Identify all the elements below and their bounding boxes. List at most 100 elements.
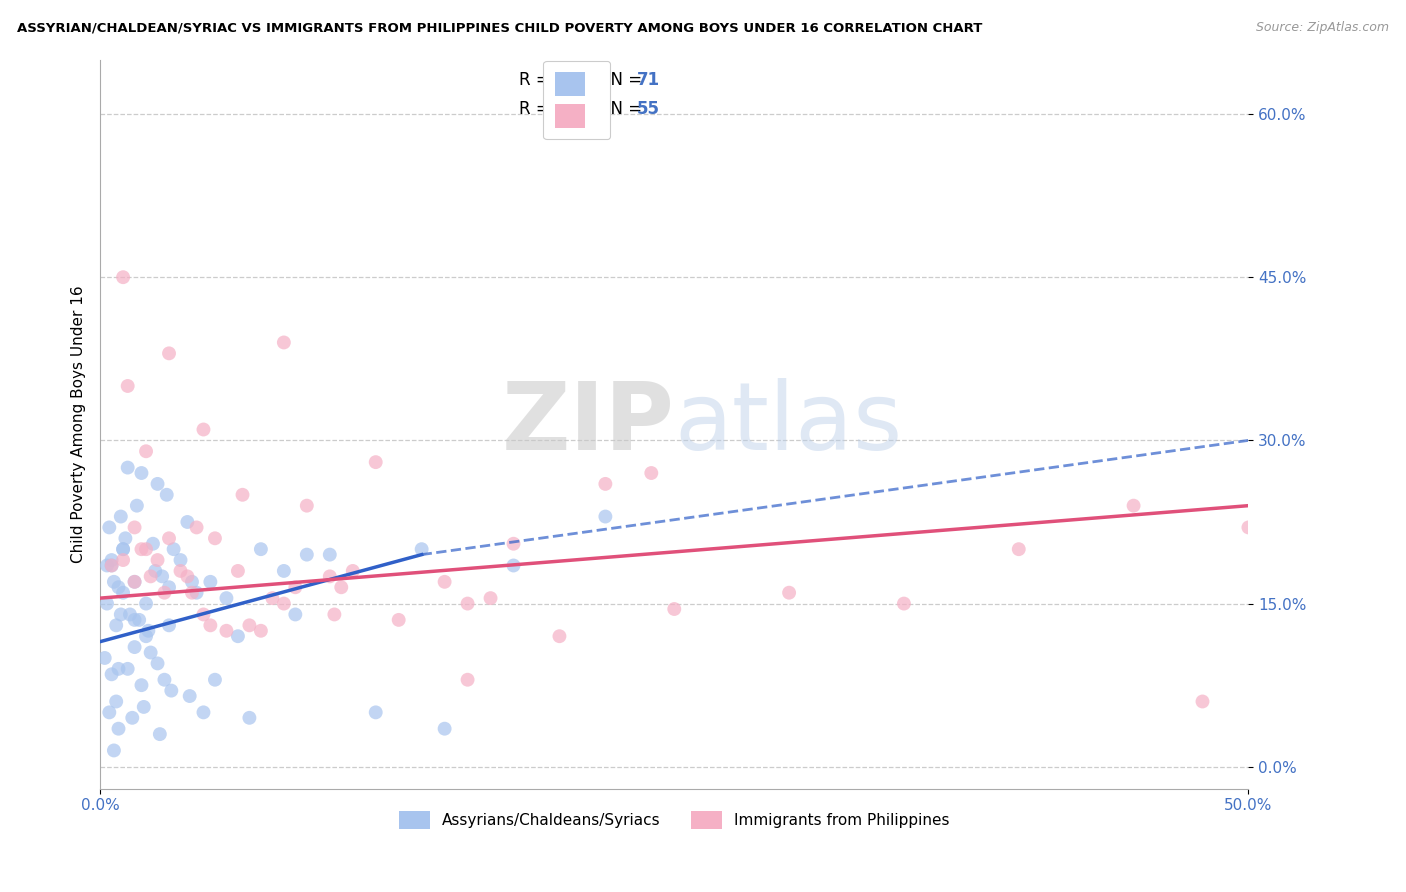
Point [146, 476, 169, 491]
Point [595, 476, 617, 491]
Point [1122, 499, 1144, 513]
Point [433, 722, 456, 736]
Point [110, 509, 132, 524]
Text: 0.180: 0.180 [551, 71, 599, 89]
Point [1237, 520, 1260, 534]
Point [411, 542, 433, 557]
Point [112, 542, 135, 557]
Point [146, 657, 169, 671]
Point [128, 613, 150, 627]
Point [226, 629, 249, 643]
Point [319, 569, 342, 583]
Point [103, 574, 125, 589]
Point [273, 564, 295, 578]
Point [295, 499, 318, 513]
Point [112, 553, 135, 567]
Point [323, 607, 346, 622]
Point [96, 597, 118, 611]
Point [193, 607, 215, 622]
Point [479, 591, 502, 606]
Point [238, 711, 260, 725]
Point [250, 624, 273, 638]
Point [124, 520, 146, 534]
Point [160, 683, 183, 698]
Point [330, 580, 353, 594]
Point [157, 531, 180, 545]
Text: R =: R = [519, 71, 555, 89]
Point [231, 488, 253, 502]
Point [226, 564, 249, 578]
Text: N =: N = [599, 100, 647, 119]
Point [103, 743, 125, 757]
Point [138, 624, 160, 638]
Point [364, 455, 387, 469]
Point [135, 629, 157, 643]
Point [169, 553, 191, 567]
Point [157, 346, 180, 360]
Point [142, 537, 165, 551]
Point [107, 580, 129, 594]
Point [595, 509, 617, 524]
Point [124, 613, 146, 627]
Point [664, 602, 686, 616]
Point [502, 537, 524, 551]
Point [319, 548, 342, 562]
Point [176, 569, 198, 583]
Legend: Assyrians/Chaldeans/Syriacs, Immigrants from Philippines: Assyrians/Chaldeans/Syriacs, Immigrants … [394, 805, 956, 836]
Point [273, 597, 295, 611]
Point [215, 591, 238, 606]
Point [131, 678, 153, 692]
Y-axis label: Child Poverty Among Boys Under 16: Child Poverty Among Boys Under 16 [72, 285, 86, 563]
Point [98, 520, 121, 534]
Point [112, 542, 135, 557]
Text: 55: 55 [637, 100, 659, 119]
Point [124, 574, 146, 589]
Point [149, 727, 172, 741]
Point [548, 629, 571, 643]
Point [121, 711, 143, 725]
Point [186, 520, 208, 534]
Point [135, 542, 157, 557]
Point [186, 585, 208, 599]
Point [204, 673, 226, 687]
Point [157, 580, 180, 594]
Point [502, 558, 524, 573]
Point [105, 694, 128, 708]
Point [139, 569, 162, 583]
Text: ZIP: ZIP [502, 378, 675, 470]
Point [125, 499, 148, 513]
Point [96, 558, 118, 573]
Point [135, 597, 157, 611]
Point [117, 379, 139, 393]
Point [204, 531, 226, 545]
Point [162, 542, 184, 557]
Point [114, 531, 136, 545]
Point [433, 574, 456, 589]
Point [112, 270, 135, 285]
Point [342, 564, 364, 578]
Text: ASSYRIAN/CHALDEAN/SYRIAC VS IMMIGRANTS FROM PHILIPPINES CHILD POVERTY AMONG BOYS: ASSYRIAN/CHALDEAN/SYRIAC VS IMMIGRANTS F… [17, 21, 983, 35]
Point [179, 689, 201, 703]
Point [139, 646, 162, 660]
Point [157, 618, 180, 632]
Point [105, 618, 128, 632]
Point [135, 444, 157, 458]
Point [131, 466, 153, 480]
Point [295, 548, 318, 562]
Point [364, 706, 387, 720]
Point [98, 706, 121, 720]
Point [146, 553, 169, 567]
Text: 0.132: 0.132 [551, 100, 599, 119]
Point [284, 607, 307, 622]
Point [93, 651, 115, 665]
Point [200, 618, 222, 632]
Point [193, 423, 215, 437]
Point [238, 618, 260, 632]
Point [131, 542, 153, 557]
Point [150, 569, 173, 583]
Point [112, 585, 135, 599]
Point [124, 574, 146, 589]
Point [215, 624, 238, 638]
Point [273, 335, 295, 350]
Point [117, 662, 139, 676]
